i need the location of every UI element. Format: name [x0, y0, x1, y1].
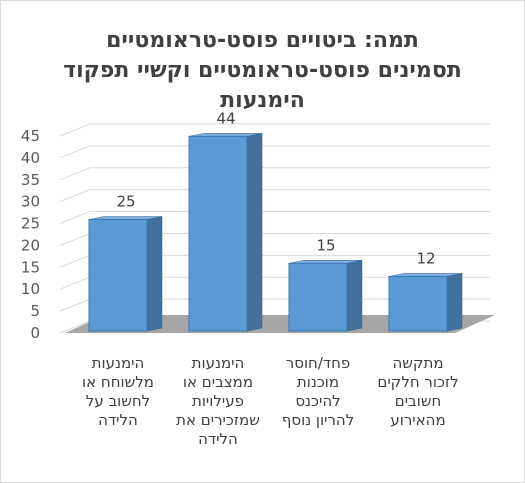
chart-title-line-3: הימנעות	[220, 88, 305, 113]
bar-front	[288, 262, 348, 332]
bar-side	[246, 133, 263, 332]
data-label: 44	[216, 109, 235, 127]
x-category-label-line: הימנעות	[191, 354, 245, 372]
y-tick-label: 5	[30, 302, 40, 320]
bar-front	[88, 219, 148, 332]
y-tick-label: 15	[21, 258, 40, 276]
gridline	[59, 167, 490, 181]
y-tick-label: 30	[21, 193, 40, 211]
x-category-label: פחד/חוסר מוכנות להיכנס להריון נוסף	[263, 354, 373, 430]
x-category-label: הימנעות ממצבים או פעילויות שמזכירים את הלידה	[163, 354, 273, 449]
x-category-label-line: להריון נוסף	[281, 411, 355, 429]
y-tick-label: 35	[21, 171, 40, 189]
chart-floor	[65, 315, 495, 333]
gridline	[59, 211, 490, 225]
x-category-label-line: מהאירוע	[390, 411, 446, 429]
x-category-label-line: פחד/חוסר	[285, 354, 351, 372]
bars	[88, 133, 463, 332]
data-labels: 25 44 15 12	[116, 109, 435, 267]
x-category-label-line: שמזכירים את	[176, 411, 260, 429]
y-tick-label: 20	[21, 236, 40, 254]
x-category-label-line: ממצבים או	[182, 373, 254, 391]
y-tick-label: 0	[30, 324, 40, 342]
y-tick-label: 25	[21, 215, 40, 233]
floor-plane	[65, 315, 495, 333]
bar-front	[388, 275, 448, 332]
y-axis-ticks: 0 5 10 15 20 25 30 35 40 45	[21, 127, 40, 342]
data-label: 15	[316, 236, 335, 254]
x-category-label-line: להיכנס	[295, 392, 341, 410]
y-tick-label: 45	[21, 127, 40, 145]
x-category-label: מתקשה לזכור חלקים חשובים מהאירוע	[363, 354, 473, 430]
gridline	[59, 189, 490, 203]
bar-side	[446, 273, 463, 332]
x-category-label-line: הלידה	[98, 411, 138, 429]
chart-title-line-1: תמה: ביטויים פוסט-טראומטיים	[106, 28, 419, 53]
x-category-label-line: מתקשה	[392, 354, 444, 372]
x-category-label-line: לחשוב על	[85, 392, 151, 410]
bar	[188, 133, 263, 332]
bar	[288, 260, 363, 332]
x-category-label-line: הימנעות	[91, 354, 145, 372]
y-tick-label: 10	[21, 280, 40, 298]
x-category-label-line: מוכנות	[296, 373, 340, 391]
x-category-label-line: פעילויות	[191, 392, 245, 410]
y-tick-label: 40	[21, 149, 40, 167]
data-label: 25	[116, 193, 135, 211]
bar	[88, 216, 163, 332]
bar	[388, 273, 463, 332]
chart-title-line-2: תסמינים פוסט-טראומטיים וקשיי תפקוד	[63, 58, 462, 83]
x-category-label-line: חשובים	[394, 392, 442, 410]
gridline	[59, 123, 490, 137]
x-category-label: הימנעות מלשוחח או לחשוב על הלידה	[63, 354, 173, 430]
data-label: 12	[416, 249, 435, 267]
gridline	[59, 145, 490, 159]
bar-side	[346, 260, 363, 332]
bar-side	[146, 216, 163, 332]
bar-front	[188, 135, 248, 332]
x-category-label-line: מלשוחח או	[82, 373, 154, 391]
x-category-label-line: לזכור חלקים	[377, 373, 459, 391]
x-category-label-line: הלידה	[198, 430, 238, 448]
